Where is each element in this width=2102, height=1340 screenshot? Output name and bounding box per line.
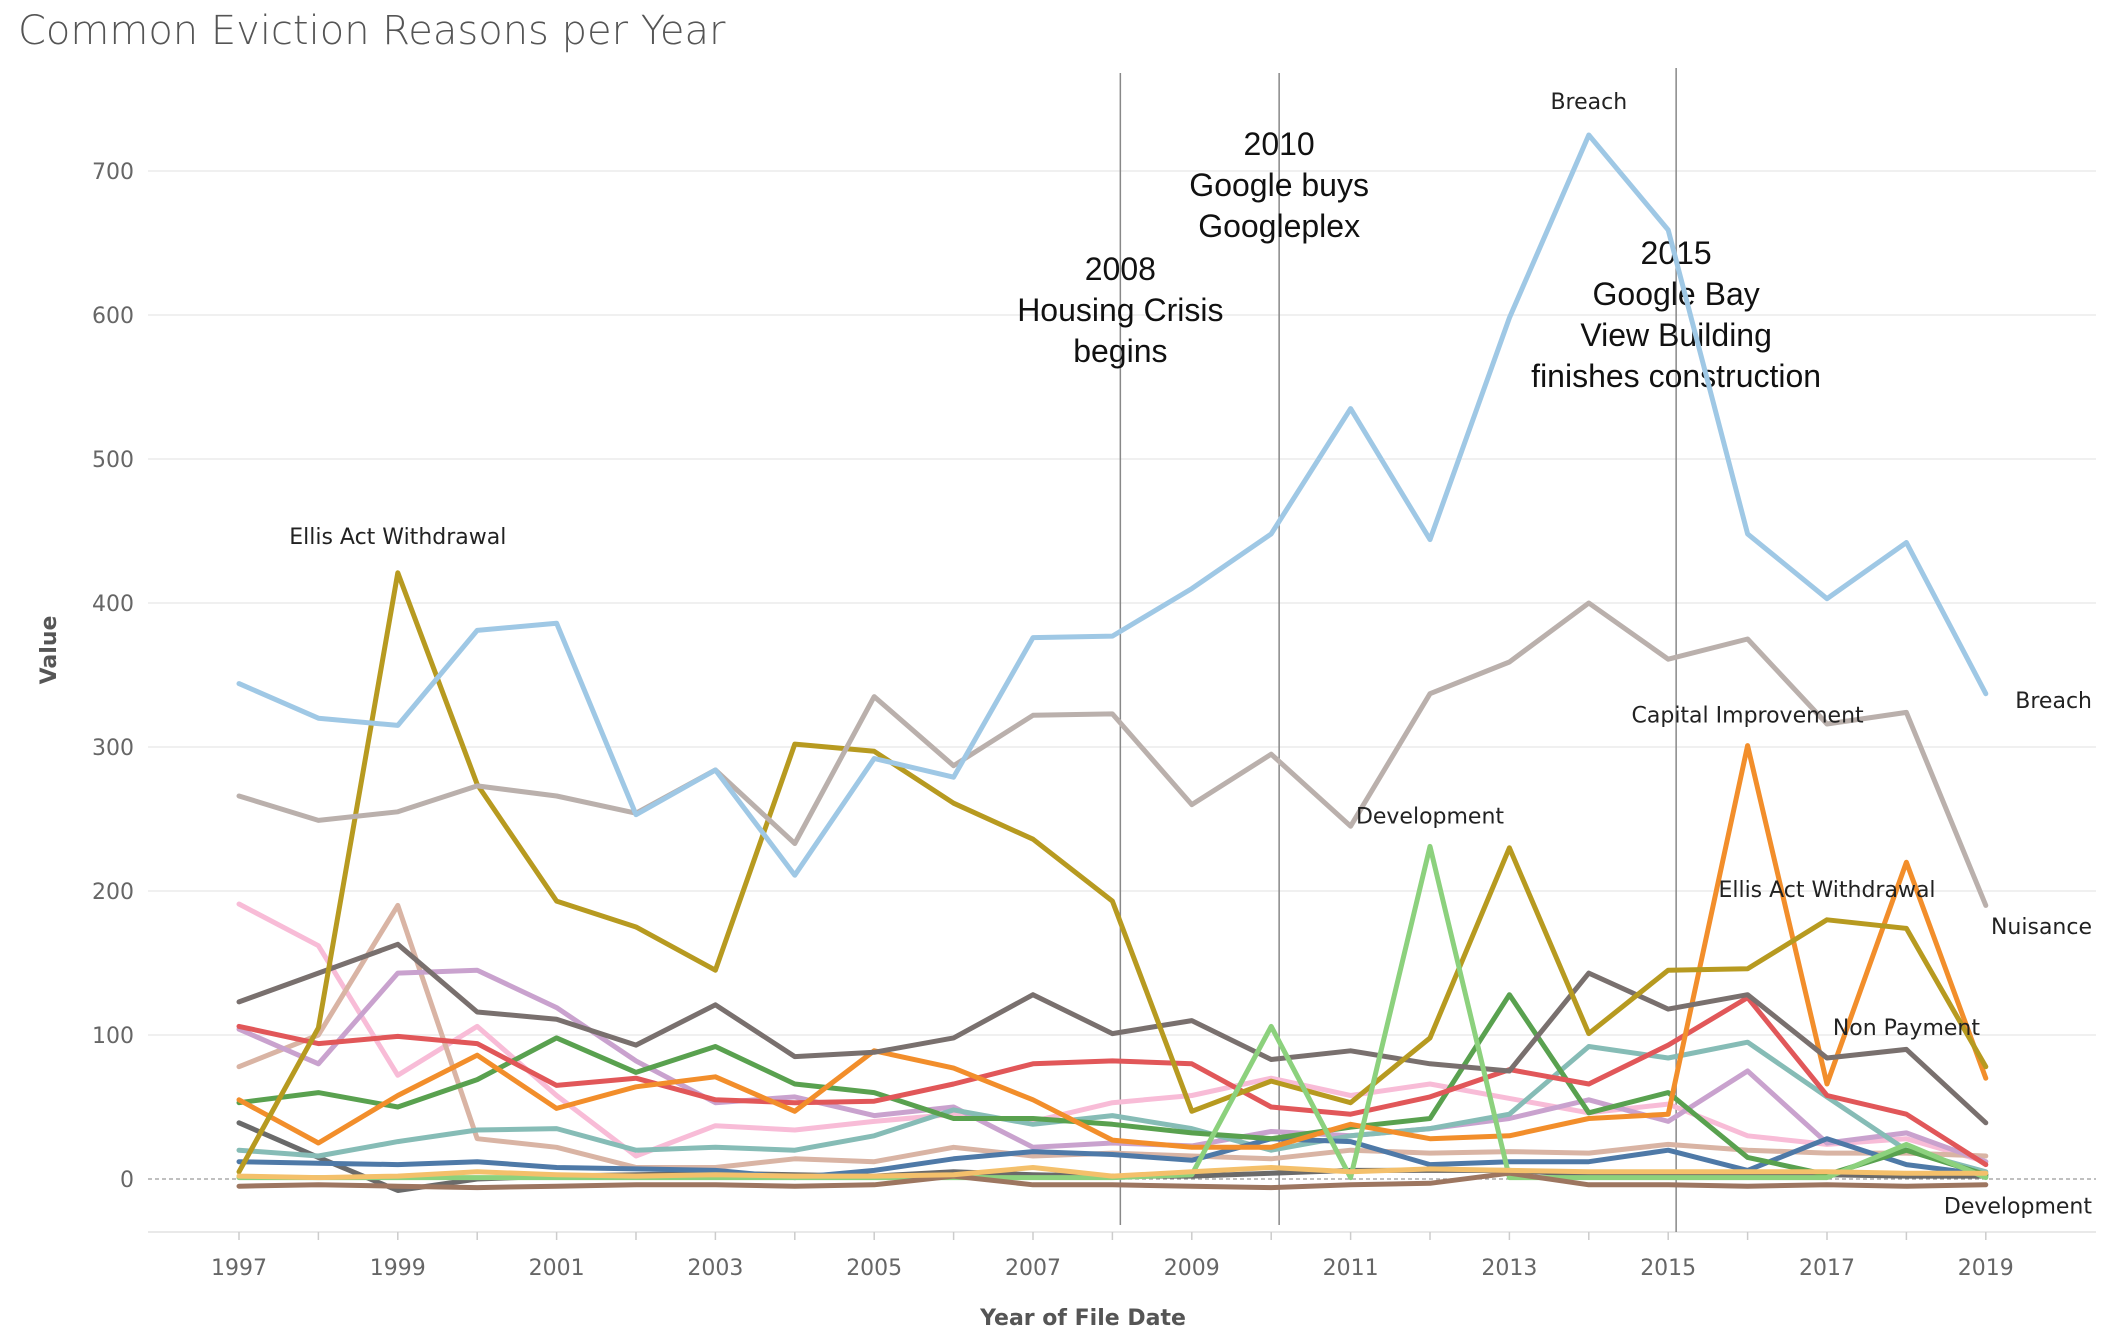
line-annotation: Breach <box>2015 689 2092 714</box>
y-tick-label: 600 <box>92 304 134 329</box>
x-tick-label: 1999 <box>370 1256 426 1281</box>
series-line <box>236 1170 1989 1191</box>
y-tick-label: 400 <box>92 592 134 617</box>
x-tick-label: 2009 <box>1164 1256 1220 1281</box>
y-tick-label: 300 <box>92 736 134 761</box>
x-tick-label: 2013 <box>1481 1256 1537 1281</box>
y-tick-label: 700 <box>92 160 134 185</box>
y-tick-label: 200 <box>92 880 134 905</box>
y-axis-title: Value <box>37 616 62 685</box>
x-tick-label: 1997 <box>211 1256 267 1281</box>
x-tick-label: 2007 <box>1005 1256 1061 1281</box>
event-label: 2008 Housing Crisis begins <box>1017 251 1223 369</box>
series-line <box>236 967 1989 1165</box>
y-tick-label: 500 <box>92 448 134 473</box>
series-line <box>236 995 1989 1168</box>
line-annotation: Breach <box>1550 90 1627 115</box>
line-annotations: Ellis Act Withdrawal Breach Development Cap… <box>289 90 2092 1219</box>
series-line <box>236 1165 1989 1181</box>
y-tick-label: 0 <box>120 1168 134 1193</box>
line-annotation: Capital Improvement <box>1632 704 1865 729</box>
chart-title: Common Eviction Reasons per Year <box>18 8 726 54</box>
line-annotation: Ellis Act Withdrawal <box>289 525 506 550</box>
x-axis-title: Year of File Date <box>979 1306 1186 1331</box>
x-tick-label: 2019 <box>1958 1256 2014 1281</box>
series-line <box>236 132 1989 878</box>
line-annotation: Development <box>1944 1195 2092 1220</box>
axis-ticks: 0 100 200 300 400 500 600 700 1997 1999 2001 2003 20… <box>92 160 2014 1281</box>
x-tick-label: 2001 <box>529 1256 585 1281</box>
x-tick-label: 2015 <box>1640 1256 1696 1281</box>
series-lines <box>236 132 1989 1193</box>
series-line <box>236 570 1989 1175</box>
line-annotation: Development <box>1356 804 1504 829</box>
series-line <box>236 1136 1989 1181</box>
series-line <box>236 743 1989 1150</box>
x-tick-label: 2017 <box>1799 1256 1855 1281</box>
line-annotation: Nuisance <box>1991 915 2092 940</box>
x-tick-label: 2005 <box>846 1256 902 1281</box>
x-tick-label: 2003 <box>687 1256 743 1281</box>
line-annotation: Ellis Act Withdrawal <box>1718 878 1935 903</box>
y-tick-label: 100 <box>92 1024 134 1049</box>
series-line <box>236 941 1989 1126</box>
x-tick-label: 2011 <box>1323 1256 1379 1281</box>
series-line <box>236 992 1989 1178</box>
series-line <box>236 600 1989 908</box>
event-label: 2015 Google Bay View Building finishes cons… <box>1531 235 1821 394</box>
line-annotation: Non Payment <box>1833 1016 1981 1041</box>
event-label: 2010 Google buys Googleplex <box>1189 126 1369 244</box>
series-line <box>236 1039 1989 1175</box>
